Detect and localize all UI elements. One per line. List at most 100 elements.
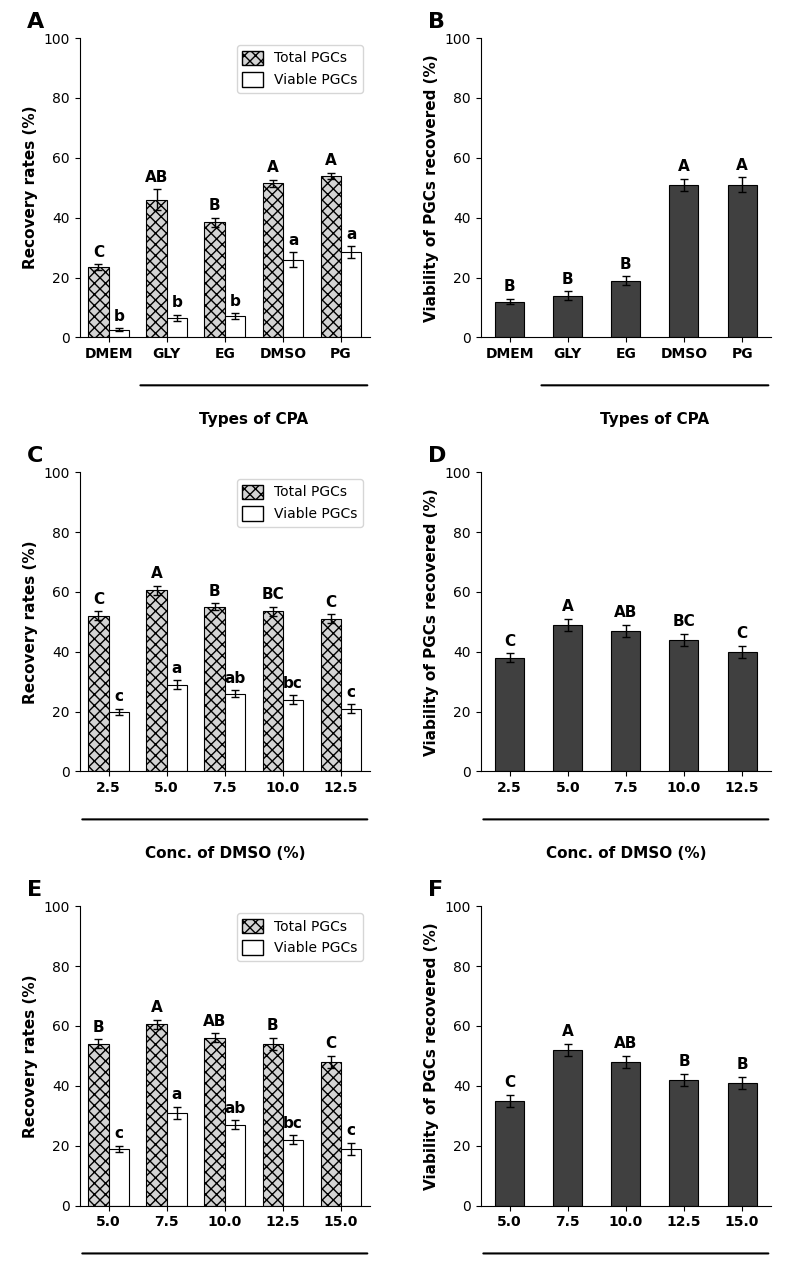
Text: C: C xyxy=(93,591,104,607)
Text: c: c xyxy=(347,1123,355,1138)
Bar xyxy=(611,1062,641,1206)
Bar xyxy=(262,612,283,772)
Text: ab: ab xyxy=(224,670,246,685)
Text: Conc. of DMSO (%): Conc. of DMSO (%) xyxy=(145,846,305,862)
Text: b: b xyxy=(172,296,182,311)
Bar xyxy=(146,1024,167,1206)
Bar xyxy=(262,183,283,338)
Text: B: B xyxy=(620,256,632,272)
Bar xyxy=(146,590,167,772)
Bar xyxy=(88,1044,109,1206)
Bar xyxy=(553,624,582,772)
Text: AB: AB xyxy=(615,1037,638,1052)
Bar xyxy=(109,330,129,338)
Text: AB: AB xyxy=(615,605,638,621)
Bar xyxy=(204,222,225,338)
Text: A: A xyxy=(150,566,162,581)
Text: C: C xyxy=(736,627,747,641)
Bar xyxy=(727,652,757,772)
Bar xyxy=(669,1080,699,1206)
Text: A: A xyxy=(736,157,748,173)
Bar xyxy=(283,260,303,338)
Text: E: E xyxy=(27,881,42,900)
Bar xyxy=(727,1082,757,1206)
Text: C: C xyxy=(325,595,336,610)
Text: C: C xyxy=(93,245,104,260)
Text: b: b xyxy=(114,308,124,324)
Text: F: F xyxy=(429,881,444,900)
Text: A: A xyxy=(27,13,45,32)
Bar xyxy=(553,296,582,338)
Text: A: A xyxy=(678,160,690,174)
Text: AB: AB xyxy=(203,1014,227,1029)
Y-axis label: Viability of PGCs recovered (%): Viability of PGCs recovered (%) xyxy=(424,55,439,321)
Text: B: B xyxy=(92,1020,104,1036)
Text: C: C xyxy=(27,447,44,466)
Text: A: A xyxy=(325,154,337,169)
Bar xyxy=(109,1148,129,1206)
Bar xyxy=(204,1038,225,1206)
Bar xyxy=(88,266,109,338)
Bar xyxy=(341,708,362,772)
Text: b: b xyxy=(230,294,240,308)
Text: Types of CPA: Types of CPA xyxy=(600,412,709,428)
Text: A: A xyxy=(150,1000,162,1015)
Bar xyxy=(88,615,109,772)
Text: a: a xyxy=(346,227,356,241)
Bar xyxy=(225,1124,245,1206)
Bar xyxy=(341,1148,362,1206)
Bar xyxy=(225,316,245,338)
Bar xyxy=(611,631,641,772)
Text: B: B xyxy=(504,279,515,294)
Bar xyxy=(495,302,524,338)
Text: C: C xyxy=(504,1075,515,1090)
Bar xyxy=(262,1044,283,1206)
Text: B: B xyxy=(209,198,220,213)
Bar xyxy=(320,1062,341,1206)
Text: bc: bc xyxy=(283,675,303,690)
Y-axis label: Recovery rates (%): Recovery rates (%) xyxy=(23,541,38,703)
Text: A: A xyxy=(267,160,278,175)
Bar xyxy=(283,1140,303,1206)
Text: B: B xyxy=(429,13,445,32)
Bar xyxy=(204,607,225,772)
Text: B: B xyxy=(678,1055,690,1070)
Text: ab: ab xyxy=(224,1100,246,1115)
Bar xyxy=(283,699,303,772)
Text: D: D xyxy=(429,447,447,466)
Text: C: C xyxy=(504,633,515,648)
Bar xyxy=(669,640,699,772)
Text: B: B xyxy=(562,272,573,287)
Y-axis label: Viability of PGCs recovered (%): Viability of PGCs recovered (%) xyxy=(424,923,439,1189)
Text: B: B xyxy=(736,1057,748,1072)
Text: bc: bc xyxy=(283,1115,303,1131)
Y-axis label: Recovery rates (%): Recovery rates (%) xyxy=(23,107,38,269)
Text: Types of CPA: Types of CPA xyxy=(200,412,308,428)
Bar xyxy=(225,694,245,772)
Y-axis label: Viability of PGCs recovered (%): Viability of PGCs recovered (%) xyxy=(424,489,439,755)
Bar xyxy=(341,253,362,338)
Legend: Total PGCs, Viable PGCs: Total PGCs, Viable PGCs xyxy=(237,914,363,961)
Text: C: C xyxy=(325,1037,336,1052)
Bar xyxy=(167,1113,187,1206)
Bar xyxy=(611,280,641,338)
Text: a: a xyxy=(288,232,298,247)
Legend: Total PGCs, Viable PGCs: Total PGCs, Viable PGCs xyxy=(237,480,363,527)
Text: a: a xyxy=(172,1088,182,1103)
Text: a: a xyxy=(172,661,182,675)
Text: c: c xyxy=(347,685,355,699)
Bar xyxy=(320,176,341,338)
Bar xyxy=(167,319,187,338)
Y-axis label: Recovery rates (%): Recovery rates (%) xyxy=(23,975,38,1137)
Bar xyxy=(495,1100,524,1206)
Bar xyxy=(495,657,524,772)
Text: c: c xyxy=(114,1126,123,1141)
Legend: Total PGCs, Viable PGCs: Total PGCs, Viable PGCs xyxy=(237,44,363,93)
Bar xyxy=(727,185,757,338)
Text: A: A xyxy=(562,599,574,614)
Text: c: c xyxy=(114,689,123,704)
Text: AB: AB xyxy=(145,170,169,185)
Bar xyxy=(109,712,129,772)
Bar xyxy=(320,619,341,772)
Text: Conc. of DMSO (%): Conc. of DMSO (%) xyxy=(545,846,706,862)
